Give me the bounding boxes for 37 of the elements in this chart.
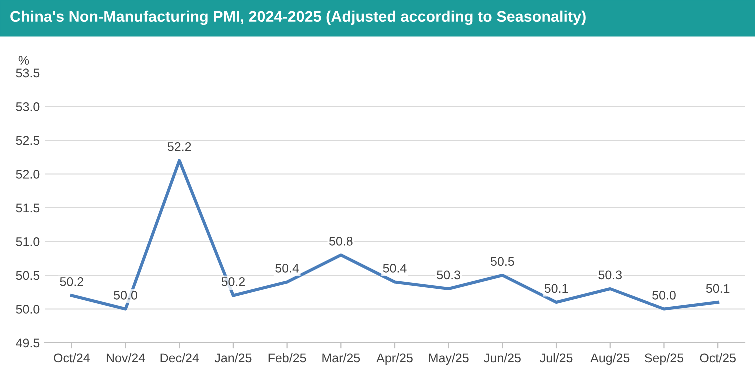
text: 50.3 (437, 270, 460, 280)
y-axis-title: % (18, 56, 30, 65)
y-tick-label: 51.5 (16, 204, 40, 213)
y-tick-label: 52.5 (16, 136, 40, 146)
y-tick-label: 52.0 (16, 170, 40, 179)
x-tick-label: Dec/24 (160, 353, 200, 363)
y-tick-label: 53.0 (16, 102, 40, 112)
y-tick-label: 49.5 (16, 338, 40, 348)
y-tick-label: 53.5 (16, 68, 40, 78)
text: 50.4 (383, 264, 407, 273)
y-tick-label: 50.0 (16, 305, 40, 314)
x-tick-label: Jan/25 (214, 353, 252, 363)
text: 50.0 (652, 290, 676, 300)
text: 50.2 (222, 277, 245, 286)
x-tick-label: Apr/25 (376, 353, 413, 366)
x-tick-label: Oct/24 (54, 353, 90, 363)
x-tick-label: Mar/25 (322, 353, 360, 363)
text: 52.2 (168, 142, 192, 152)
text: 50.8 (329, 236, 353, 246)
text: 50.0 (114, 290, 138, 300)
text: 50.5 (491, 257, 514, 266)
y-tick-label: 51.0 (16, 238, 40, 246)
text: 50.2 (60, 277, 84, 286)
text: 50.1 (706, 284, 730, 294)
x-tick-label: Oct/25 (700, 353, 736, 363)
x-tick-label: Aug/25 (590, 353, 630, 366)
chart-title: China's Non-Manufacturing PMI, 2024-2025 (Adjusted according to Seasonality) (10, 10, 586, 26)
y-tick-label: 50.5 (16, 271, 40, 280)
text: 50.3 (598, 270, 622, 280)
x-tick-label: Jun/25 (484, 353, 521, 363)
text: 50.4 (276, 264, 300, 273)
x-tick-label: Nov/24 (106, 353, 146, 363)
x-tick-label: Sep/25 (644, 353, 684, 366)
x-tick-label: Feb/25 (268, 353, 306, 363)
x-tick-label: May/25 (429, 353, 469, 366)
text: 50.1 (544, 284, 568, 294)
x-tick-label: Jul/25 (540, 353, 573, 363)
